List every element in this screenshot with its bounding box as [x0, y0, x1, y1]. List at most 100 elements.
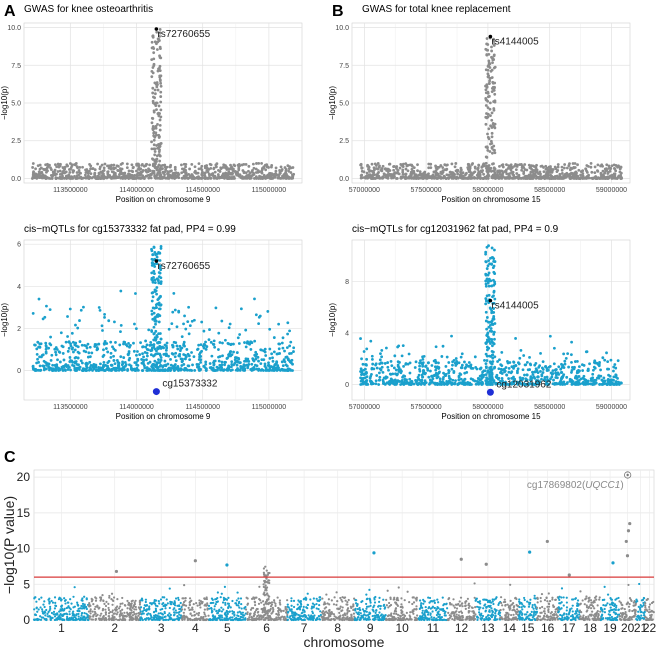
data-point	[558, 172, 562, 176]
data-point	[174, 359, 178, 363]
data-point	[486, 369, 490, 373]
data-point	[268, 365, 272, 369]
data-point	[251, 357, 255, 361]
data-point	[551, 369, 555, 373]
data-point	[268, 347, 272, 351]
data-point	[132, 611, 135, 614]
data-point	[41, 608, 44, 611]
x-tick-label: 58500000	[534, 187, 565, 194]
data-point	[136, 363, 140, 367]
data-point	[93, 171, 97, 175]
peak-point	[155, 30, 159, 34]
data-point	[84, 168, 87, 172]
data-point	[143, 366, 147, 370]
data-point	[190, 351, 193, 354]
peak-point	[152, 109, 156, 113]
data-point	[375, 374, 379, 377]
data-point	[236, 336, 240, 340]
data-point	[68, 606, 71, 609]
data-point	[519, 176, 523, 180]
data-point	[76, 326, 80, 330]
data-point	[615, 383, 619, 386]
data-point	[400, 164, 404, 167]
data-point	[138, 603, 142, 606]
peak-point	[159, 108, 163, 112]
data-point	[447, 361, 451, 364]
peak-point	[492, 37, 495, 41]
data-point	[599, 374, 603, 378]
data-point	[416, 163, 419, 167]
data-point	[166, 602, 169, 605]
data-point	[476, 168, 480, 171]
data-point	[183, 368, 186, 372]
peak-point	[153, 336, 157, 340]
data-point	[67, 346, 71, 350]
data-point	[159, 598, 163, 601]
data-point	[570, 361, 573, 364]
data-point	[48, 308, 52, 312]
data-point	[164, 607, 167, 610]
data-point	[509, 163, 513, 167]
data-point	[370, 162, 374, 166]
peak-point	[158, 307, 162, 311]
data-point	[69, 359, 72, 362]
data-point	[370, 380, 374, 384]
data-point	[487, 164, 491, 167]
y-tick-label: 4	[345, 330, 349, 337]
data-point	[214, 306, 218, 310]
peak-point	[159, 245, 163, 248]
data-point	[100, 367, 104, 370]
data-point	[437, 367, 441, 370]
peak-point	[154, 329, 158, 333]
peak-point	[157, 104, 161, 108]
peak-point	[485, 316, 489, 319]
peak-point	[156, 112, 160, 116]
y-tick-label: 5.0	[339, 101, 349, 108]
data-point	[483, 358, 486, 362]
data-point	[77, 617, 80, 621]
peak-point	[491, 266, 495, 270]
data-point	[103, 316, 106, 319]
data-point	[375, 173, 379, 177]
data-point	[179, 368, 183, 372]
data-point	[173, 363, 177, 366]
data-point	[427, 162, 431, 166]
data-point	[578, 382, 582, 386]
data-point	[200, 320, 204, 324]
data-point	[218, 341, 222, 344]
data-point	[233, 164, 237, 168]
data-point	[163, 363, 167, 367]
data-point	[126, 607, 129, 610]
data-point	[134, 361, 138, 364]
data-point	[394, 165, 398, 169]
data-point	[508, 175, 512, 178]
data-point	[182, 363, 186, 366]
data-point	[612, 172, 616, 176]
data-point	[45, 608, 48, 612]
peak-point	[157, 271, 161, 274]
data-point	[389, 359, 393, 363]
peak-point	[155, 365, 159, 369]
data-point	[573, 382, 577, 386]
data-point	[165, 618, 168, 621]
peak-point	[490, 263, 494, 266]
data-point	[454, 162, 458, 165]
data-point	[32, 367, 35, 371]
peak-point	[154, 104, 158, 107]
data-point	[202, 346, 206, 350]
data-point	[571, 174, 575, 177]
data-point	[579, 173, 583, 177]
x-axis-label: Position on chromosome 9	[116, 412, 211, 421]
data-point	[173, 607, 176, 610]
data-point	[68, 613, 71, 616]
data-point	[608, 166, 612, 170]
data-point	[610, 173, 614, 177]
data-point	[234, 172, 238, 176]
data-point	[116, 598, 119, 601]
data-point	[180, 163, 183, 167]
peak-point	[157, 301, 161, 305]
data-point	[175, 344, 179, 348]
data-point	[93, 610, 97, 614]
